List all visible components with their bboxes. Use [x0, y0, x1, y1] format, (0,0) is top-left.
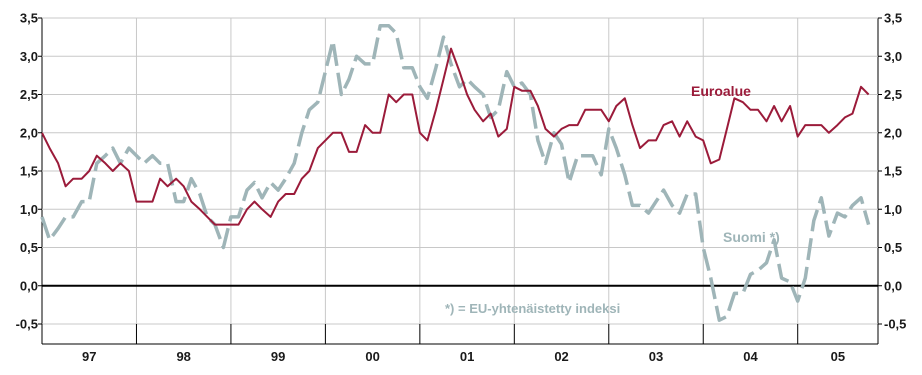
- x-tick-label: 05: [831, 349, 845, 364]
- series-line-euroalue: [41, 47, 870, 226]
- x-tick-label: 00: [365, 349, 379, 364]
- y-tick-label-left: 0,0: [20, 278, 38, 293]
- y-tick-label-right: 0,0: [884, 278, 902, 293]
- x-tick-label: 97: [82, 349, 96, 364]
- y-axis-right: 3,5 3,0 2,5 2,0 1,5 1,0 0,5 0,0 -0,5: [878, 11, 906, 332]
- y-tick-label-left: 2,0: [20, 125, 38, 140]
- x-tick-label: 99: [271, 349, 285, 364]
- y-tick-label-left: 3,5: [20, 11, 38, 26]
- x-axis: 97 98 99 00 01 02 03 04 05: [41, 324, 879, 364]
- footnote: *) = EU-yhtenäistetty indeksi: [445, 301, 620, 316]
- series-group: [40, 23, 871, 322]
- y-tick-label-left: 0,5: [20, 240, 38, 255]
- y-tick-label-right: 3,0: [884, 49, 902, 64]
- y-tick-label-left: 1,0: [20, 202, 38, 217]
- x-tick-label: 01: [460, 349, 474, 364]
- grid: [42, 17, 878, 325]
- x-tick-label: 98: [176, 349, 190, 364]
- y-tick-label-left: 1,5: [20, 164, 38, 179]
- y-tick-label-right: 2,5: [884, 87, 902, 102]
- y-tick-label-right: 0,5: [884, 240, 902, 255]
- x-tick-label: 04: [743, 349, 758, 364]
- y-axis-left: 3,5 3,0 2,5 2,0 1,5 1,0 0,5 0,0 -0,5: [16, 11, 42, 332]
- y-tick-label-right: 2,0: [884, 125, 902, 140]
- x-tick-label: 02: [554, 349, 568, 364]
- y-tick-label-right: 3,5: [884, 11, 902, 26]
- y-tick-label-right: 1,5: [884, 164, 902, 179]
- y-tick-label-right: 1,0: [884, 202, 902, 217]
- x-tick-label: 03: [649, 349, 663, 364]
- y-tick-label-left: 3,0: [20, 49, 38, 64]
- y-tick-label-left: -0,5: [16, 317, 38, 332]
- series-label-euroalue: Euroalue: [691, 83, 751, 99]
- y-tick-label-right: -0,5: [884, 317, 906, 332]
- y-tick-label-left: 2,5: [20, 87, 38, 102]
- series-line-suomi: [40, 23, 871, 322]
- series-label-suomi: Suomi *): [723, 229, 780, 245]
